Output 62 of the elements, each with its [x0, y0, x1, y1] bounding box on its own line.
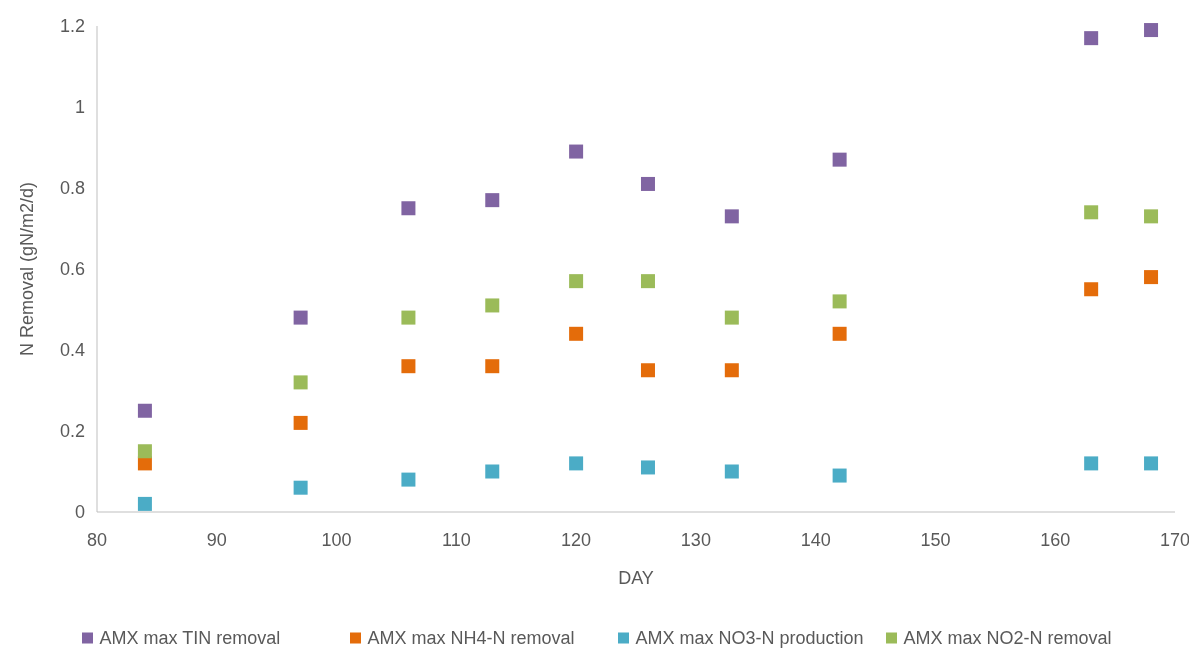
point — [569, 274, 584, 289]
point — [640, 176, 655, 191]
x-tick-label: 160 — [1040, 530, 1071, 550]
legend-label: AMX max NO2-N removal — [903, 628, 1112, 648]
point — [485, 464, 500, 479]
point — [401, 201, 416, 216]
point — [1084, 456, 1099, 471]
y-tick-label: 1 — [74, 97, 85, 117]
x-tick-label: 100 — [321, 530, 352, 550]
y-axis-title: N Removal (gN/m2/d) — [17, 181, 37, 357]
x-tick-label: 170 — [1159, 530, 1191, 550]
point — [724, 363, 739, 378]
point — [832, 468, 847, 483]
point — [1144, 270, 1159, 285]
point — [485, 359, 500, 374]
x-tick-label: 130 — [680, 530, 711, 550]
x-tick-label: 120 — [561, 530, 592, 550]
legend-label: AMX max TIN removal — [99, 628, 281, 648]
point — [1144, 456, 1159, 471]
point — [640, 274, 655, 289]
point — [724, 464, 739, 479]
y-tick-label: 0.2 — [59, 421, 85, 441]
point — [640, 363, 655, 378]
legend-label: AMX max NH4-N removal — [367, 628, 575, 648]
point — [485, 193, 500, 208]
point — [724, 310, 739, 325]
point — [137, 403, 152, 418]
point — [293, 480, 308, 495]
point — [293, 415, 308, 430]
point — [1084, 205, 1099, 220]
x-axis-title: DAY — [618, 568, 654, 588]
point — [640, 460, 655, 475]
x-tick-label: 150 — [920, 530, 951, 550]
point — [1084, 282, 1099, 297]
point — [832, 326, 847, 341]
legend-label: AMX max NO3-N production — [635, 628, 864, 648]
point — [724, 209, 739, 224]
x-tick-label: 90 — [206, 530, 227, 550]
point — [832, 152, 847, 167]
point — [485, 298, 500, 313]
y-tick-label: 0.8 — [59, 178, 85, 198]
point — [569, 456, 584, 471]
x-tick-label: 110 — [441, 530, 471, 550]
point — [1144, 209, 1159, 224]
point — [401, 310, 416, 325]
point — [401, 359, 416, 374]
point — [293, 375, 308, 390]
point — [1144, 23, 1159, 38]
point — [832, 294, 847, 309]
point — [401, 472, 416, 487]
y-tick-label: 0.4 — [59, 340, 85, 360]
point — [569, 144, 584, 159]
point — [569, 326, 584, 341]
point — [1084, 31, 1099, 46]
y-tick-label: 0 — [74, 502, 85, 522]
x-tick-label: 80 — [86, 530, 108, 550]
point — [137, 496, 152, 511]
point — [293, 310, 308, 325]
y-tick-label: 1.2 — [59, 16, 85, 36]
y-tick-label: 0.6 — [59, 259, 85, 279]
x-tick-label: 140 — [800, 530, 831, 550]
point — [137, 444, 152, 459]
